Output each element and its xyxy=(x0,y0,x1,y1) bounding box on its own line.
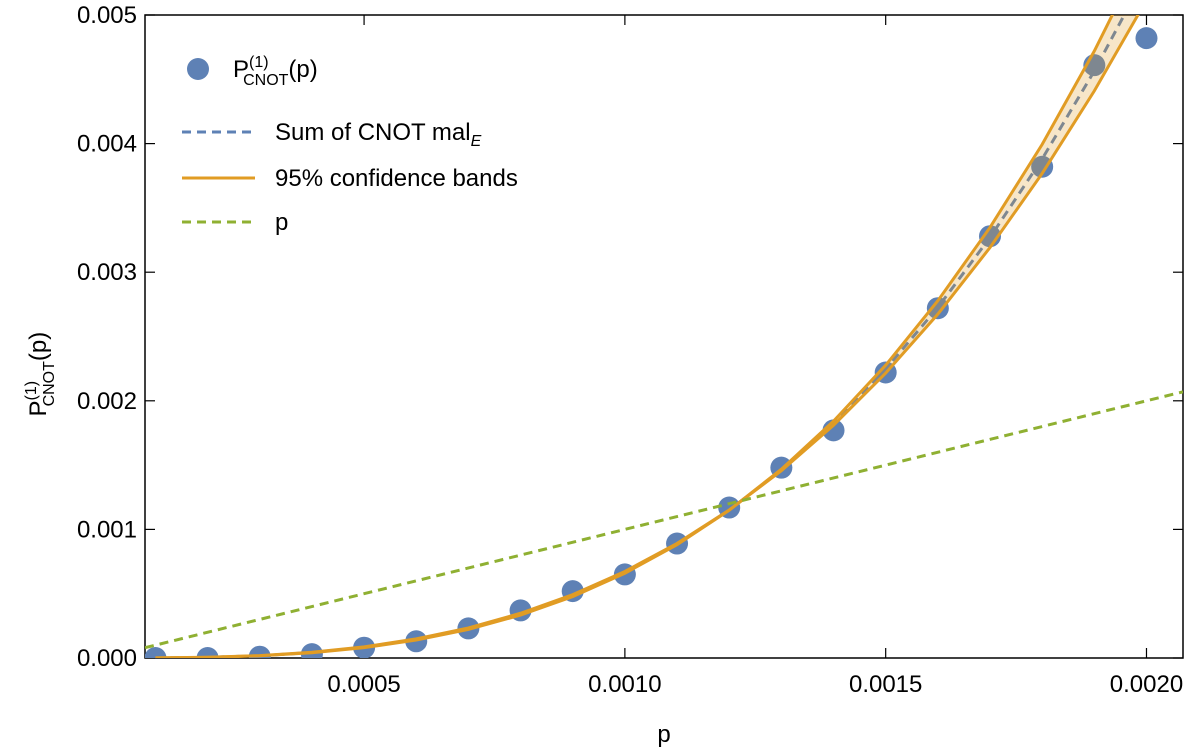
y-tick-label: 0.001 xyxy=(77,516,137,543)
data-point xyxy=(1031,155,1054,178)
legend-marker xyxy=(187,58,209,80)
y-tick-label: 0.000 xyxy=(77,645,137,672)
sub: E xyxy=(471,133,482,150)
text-base: 95% confidence bands xyxy=(275,165,518,192)
data-point xyxy=(196,647,219,658)
text-base: P xyxy=(233,56,249,83)
y-tick-label: 0.002 xyxy=(77,388,137,415)
band-lower xyxy=(155,15,1140,658)
rich-text: p xyxy=(275,209,288,236)
x-tick-label: 0.0005 xyxy=(327,671,400,698)
text-tail: (p) xyxy=(288,56,317,83)
y-tick-label: 0.005 xyxy=(77,2,137,29)
x-tick-label: 0.0010 xyxy=(588,671,661,698)
line xyxy=(145,390,1183,650)
rich-text: P(1)CNOT(p) xyxy=(233,54,318,89)
x-tick-label: 0.0020 xyxy=(1110,671,1183,698)
plot-area xyxy=(145,15,1183,658)
plot-frame xyxy=(144,14,1184,659)
band-upper xyxy=(155,15,1114,658)
text-base: P xyxy=(25,400,52,416)
rich-text: Sum of CNOT malE xyxy=(275,119,482,150)
y-tick-label: 0.003 xyxy=(77,259,137,286)
x-tick-label: 0.0015 xyxy=(849,671,922,698)
data-point xyxy=(1135,27,1158,50)
x-axis-label: p xyxy=(657,721,670,748)
sub: CNOT xyxy=(41,361,58,407)
sup: (1) xyxy=(249,54,269,71)
data-point xyxy=(145,647,167,658)
sub: CNOT xyxy=(243,72,289,89)
text-base: p xyxy=(275,209,288,236)
rich-text: P(1)CNOT(p) xyxy=(23,332,58,417)
sup: (1) xyxy=(23,381,40,401)
rich-text: 95% confidence bands xyxy=(275,165,518,192)
y-tick-label: 0.004 xyxy=(77,131,137,158)
text-base: Sum of CNOT mal xyxy=(275,119,471,146)
text-tail: (p) xyxy=(25,332,52,361)
